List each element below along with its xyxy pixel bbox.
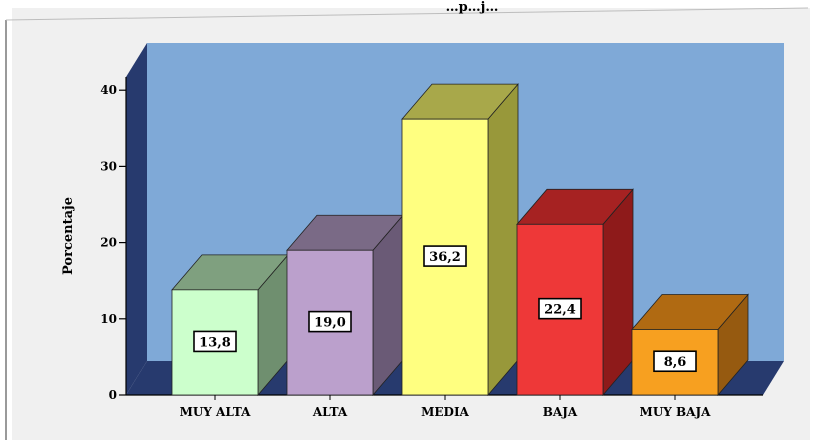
bar: 36,2 [401, 83, 519, 397]
category-label: BAJA [543, 405, 578, 419]
data-label-box [423, 245, 467, 267]
data-label: 19,0 [314, 316, 346, 331]
y-tick-label: 10 [100, 312, 117, 326]
data-label-box [653, 350, 697, 373]
data-label-box [538, 297, 582, 320]
y-tick-label: 20 [100, 236, 117, 250]
y-axis-title: Porcentaje [61, 197, 76, 275]
bar-side-face [487, 83, 519, 397]
y-tick-label: 40 [100, 83, 117, 97]
data-label: 36,2 [429, 250, 461, 265]
data-label: 13,8 [199, 335, 231, 350]
y-tick-label: 30 [100, 159, 117, 173]
bar: 19,0 [286, 214, 404, 397]
category-label: MUY BAJA [640, 405, 712, 419]
category-labels: MUY ALTA ALTA MEDIA BAJA MUY BAJA [180, 395, 712, 419]
bar-front-face [401, 118, 489, 396]
bar: 8,6 [631, 293, 749, 397]
category-label: ALTA [312, 405, 348, 419]
category-label: MEDIA [421, 405, 469, 419]
category-label: MUY ALTA [180, 405, 252, 419]
bar: 22,4 [516, 188, 634, 397]
y-tick-label: 0 [109, 388, 117, 402]
side-wall [126, 43, 147, 395]
bars: 13,8 19,0 36,2 22,4 8,6 [171, 83, 749, 397]
data-label: 22,4 [544, 303, 576, 318]
data-label-box [193, 330, 237, 353]
chart-title: …p…j… [446, 0, 499, 15]
bar: 13,8 [171, 253, 289, 397]
top-border-line [5, 7, 809, 21]
data-label: 8,6 [664, 355, 687, 370]
bar-side-face [602, 188, 634, 397]
y-ticks: 0 10 20 30 40 [100, 83, 126, 402]
data-label-box [308, 310, 352, 333]
